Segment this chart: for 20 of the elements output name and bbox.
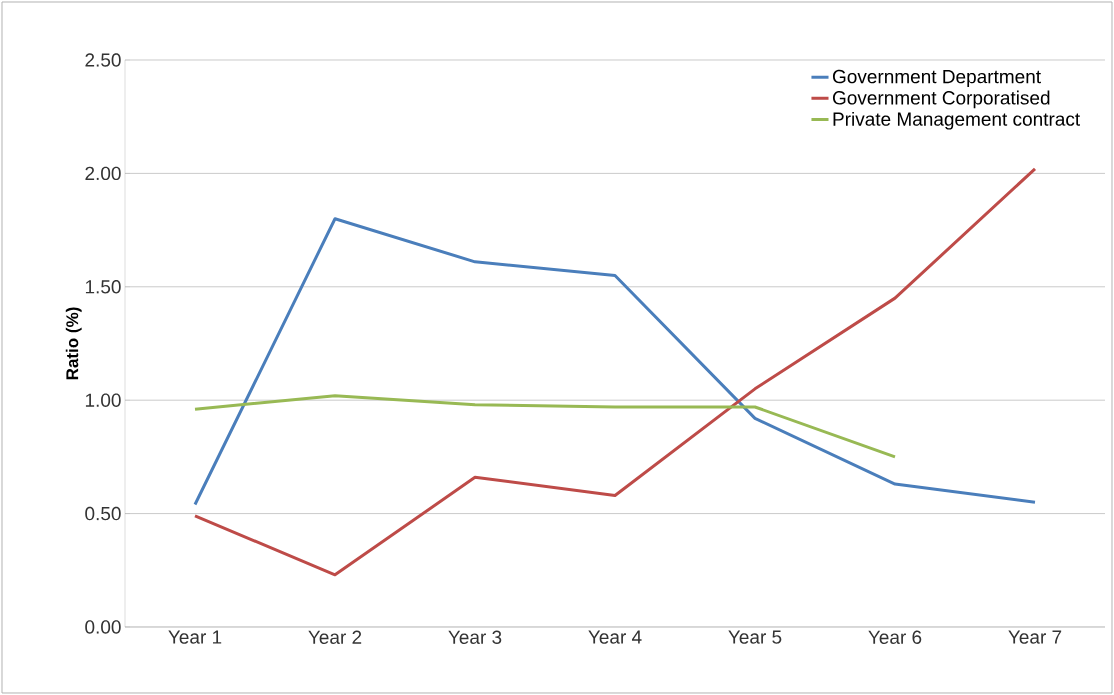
x-tick-label: Year 5 (728, 630, 782, 644)
y-tick-label: 2.50 (85, 53, 121, 67)
x-tick-label: Year 3 (448, 630, 502, 644)
x-tick-label: Year 2 (308, 630, 362, 644)
x-tick-label: Year 1 (168, 630, 222, 644)
legend-label: Private Management contract (833, 111, 1081, 130)
x-tick-label: Year 6 (868, 630, 922, 644)
line-series (193, 394, 897, 459)
line-series (193, 167, 1037, 577)
x-tick-label: Year 4 (588, 630, 642, 644)
line-series (193, 217, 1037, 507)
y-tick-label: 1.00 (85, 393, 121, 407)
y-tick-label: 0.00 (85, 620, 121, 634)
y-axis-title: Ratio (%) (65, 307, 82, 380)
legend-label: Government Department (832, 69, 1041, 88)
y-tick-label: 1.50 (85, 280, 121, 294)
legend-label: Government Corporatised (832, 90, 1050, 109)
x-tick-label: Year 7 (1008, 630, 1062, 644)
y-tick-label: 2.00 (85, 166, 121, 181)
y-tick-label: 0.50 (85, 506, 121, 521)
